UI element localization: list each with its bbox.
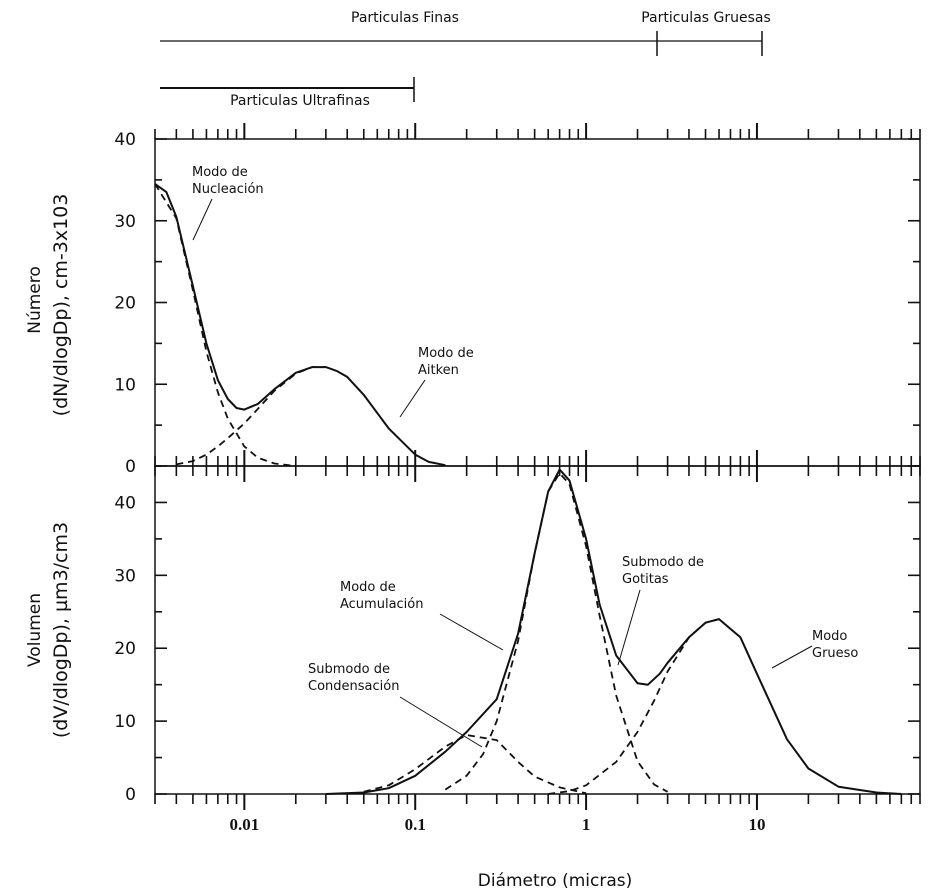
x-tick-label-3: 10	[748, 815, 765, 834]
volume-series-1-dashed	[363, 734, 587, 795]
annotation-coarse-line2: Grueso	[812, 646, 858, 661]
volume-y-tick-label-1: 10	[114, 712, 136, 732]
annotation-aitken: Modo de Aitken	[399, 346, 474, 418]
annotation-condensation-line2: Condensación	[308, 679, 399, 694]
annotation-accumulation: Modo de Acumulación	[340, 580, 504, 651]
fine-particles-label: Particulas Finas	[351, 10, 459, 26]
annotation-aitken-leader	[399, 379, 426, 418]
volume-ylabel-line1: Volumen	[25, 593, 45, 667]
annotation-accumulation-line2: Acumulación	[340, 597, 423, 612]
annotation-nucleation-line2: Nucleación	[192, 182, 264, 197]
number-series-1-dashed	[154, 183, 296, 467]
number-y-tick-label-4: 40	[114, 130, 136, 150]
volume-series-2-dashed	[444, 472, 669, 793]
x-axis-title: Diámetro (micras)	[478, 871, 633, 891]
volume-ylabel-line2: (dV/dlogDp), µm3/cm3	[50, 522, 72, 738]
distribution-curves	[154, 183, 902, 795]
number-ylabel-line2: (dN/dlogDp), cm-3x103	[50, 194, 72, 417]
annotation-condensation: Submodo de Condensación	[308, 662, 483, 748]
volume-y-tick-label-4: 40	[114, 493, 136, 513]
volume-y-tick-label-0: 0	[125, 785, 136, 805]
number-series-0-solid	[154, 183, 446, 467]
y-tick-labels: 0 10 20 30 40 0 10 20 30 40	[114, 130, 136, 805]
annotation-coarse: Modo Grueso	[771, 629, 858, 669]
annotation-accumulation-leader	[439, 613, 504, 651]
annotation-droplet-line1: Submodo de	[622, 555, 704, 570]
annotation-aitken-line2: Aitken	[418, 363, 459, 378]
annotation-droplet-line2: Gotitas	[622, 572, 669, 587]
x-tick-label-2: 1	[582, 815, 591, 834]
volume-series-3-dashed	[548, 618, 720, 795]
annotation-aitken-line1: Modo de	[418, 346, 474, 361]
x-tick-label-1: 0.1	[405, 815, 426, 834]
annotation-droplet: Submodo de Gotitas	[617, 555, 704, 666]
annotation-nucleation: Modo de Nucleación	[192, 165, 264, 241]
number-ylabel-line1: Número	[25, 266, 45, 334]
annotation-droplet-leader	[617, 589, 641, 666]
volume-y-axis-title: Volumen (dV/dlogDp), µm3/cm3	[25, 522, 72, 738]
annotation-accumulation-line1: Modo de	[340, 580, 396, 595]
x-tick-label-0: 0.01	[229, 815, 259, 834]
number-panel-frame	[154, 138, 921, 467]
number-y-tick-label-1: 10	[114, 375, 136, 395]
coarse-particles-label: Particulas Gruesas	[641, 10, 771, 26]
volume-panel-frame	[154, 465, 921, 795]
ultrafine-particles-label: Particulas Ultrafinas	[230, 93, 370, 109]
size-range-bars: Particulas Finas Particulas Gruesas Part…	[160, 10, 771, 109]
number-series-2-dashed	[176, 366, 326, 466]
annotation-condensation-line1: Submodo de	[308, 662, 390, 677]
number-y-tick-label-3: 30	[114, 212, 136, 232]
annotation-nucleation-line1: Modo de	[192, 165, 248, 180]
annotation-coarse-leader	[771, 645, 813, 669]
volume-y-tick-label-3: 30	[114, 566, 136, 586]
annotation-nucleation-leader	[192, 198, 213, 241]
volume-y-tick-label-2: 20	[114, 639, 136, 659]
number-y-tick-label-0: 0	[125, 457, 136, 477]
number-y-tick-label-2: 20	[114, 294, 136, 314]
annotation-condensation-leader	[399, 696, 483, 748]
axis-ticks	[154, 123, 921, 810]
number-y-axis-title: Número (dN/dlogDp), cm-3x103	[25, 194, 72, 417]
annotation-coarse-line1: Modo	[812, 629, 847, 644]
x-tick-labels: 0.01 0.1 1 10	[229, 815, 765, 834]
